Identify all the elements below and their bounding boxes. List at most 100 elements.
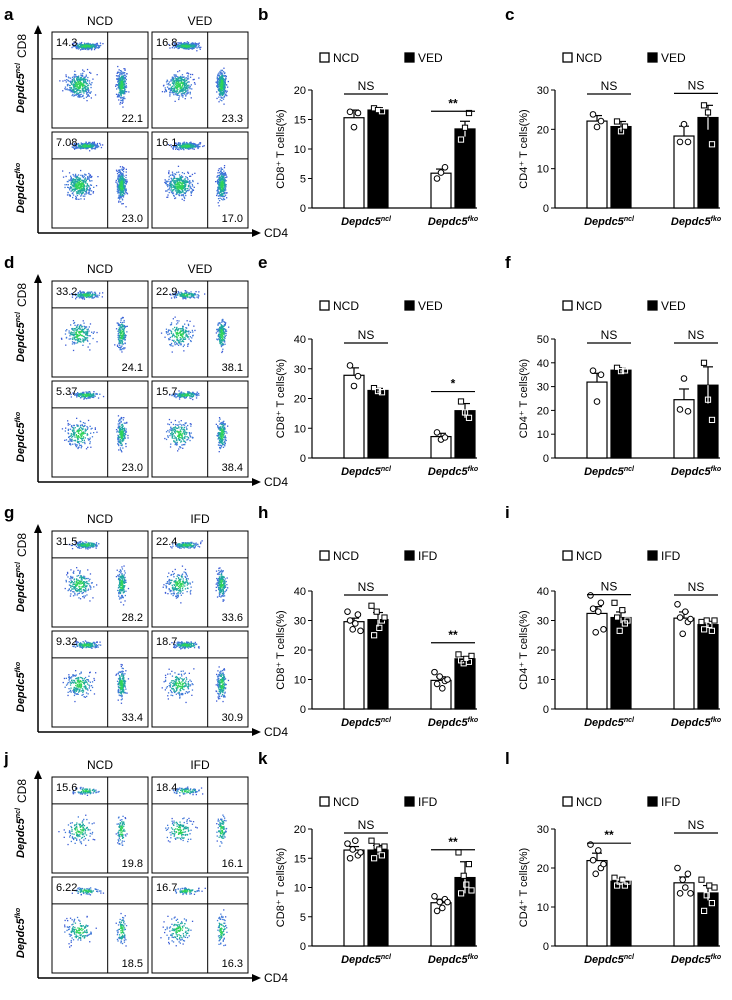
y-tick-label: 20	[294, 824, 306, 836]
data-point-circle	[354, 372, 362, 380]
flow-row-label: Depdc5fko	[15, 661, 27, 712]
panel-letter: l	[505, 749, 510, 768]
cd8-percent: 16.7	[156, 882, 177, 894]
bar	[343, 117, 365, 209]
legend-filled-swatch	[647, 550, 658, 561]
y-tick-label: 10	[537, 675, 549, 687]
data-point-square	[621, 367, 629, 374]
bar	[610, 369, 632, 459]
data-point-circle	[592, 870, 600, 878]
scatter-cells	[58, 786, 128, 846]
panel-letter: g	[4, 503, 14, 522]
data-point-square	[621, 123, 629, 130]
data-point-square	[701, 626, 708, 633]
flow-col-header: NCD	[87, 262, 113, 276]
flow-panel-d: d NCD VEDCD8CD4Depdc5nclDepdc5fko33.224.12…	[4, 253, 288, 489]
group-label: Depdc5	[671, 466, 712, 478]
group-suffix: fko	[468, 954, 479, 961]
legend-label: IFD	[418, 549, 438, 563]
y-tick-label: 30	[294, 616, 306, 628]
y-tick-label: 40	[294, 334, 306, 346]
group-label: Depdc5	[15, 817, 27, 858]
y-axis-label: CD8⁺ T cells(%)	[275, 848, 287, 927]
data-point-circle	[357, 849, 364, 856]
panel-letter: b	[258, 5, 268, 24]
group-suffix: ncl	[15, 311, 22, 322]
cd8-percent: 15.7	[156, 386, 177, 398]
group-label: Depdc5	[15, 173, 27, 214]
data-point-square	[617, 368, 625, 375]
flow-col-header: NCD	[87, 758, 113, 772]
flow-col-header: VED	[188, 262, 213, 276]
plot-frame	[151, 630, 249, 728]
data-point-circle	[676, 614, 684, 621]
plot-frame	[51, 380, 149, 478]
group-suffix: fko	[468, 466, 479, 473]
category-label: Depdc5fko	[671, 216, 722, 228]
arrow-up-icon	[34, 524, 42, 533]
significance-label: NS	[688, 328, 705, 342]
data-point-square	[381, 843, 388, 850]
data-point-square	[368, 837, 375, 844]
data-point-circle	[346, 617, 354, 624]
data-point-square	[461, 409, 469, 416]
category-label: Depdc5ncl	[341, 954, 392, 966]
y-tick-label: 20	[294, 645, 306, 657]
y-tick-label: 20	[294, 85, 306, 97]
data-point-square	[378, 389, 386, 396]
flow-plot: 15.7 38.4	[151, 380, 249, 478]
scatter-cells	[160, 290, 230, 354]
y-tick-label: 20	[294, 394, 306, 406]
data-point-circle	[589, 856, 597, 864]
data-point-square	[698, 618, 705, 626]
y-tick-label: 30	[537, 616, 549, 628]
y-tick-label: 20	[537, 124, 549, 136]
cd4-percent: 19.8	[122, 858, 143, 870]
data-point-circle	[433, 907, 441, 915]
scatter-cells	[165, 786, 228, 847]
flow-plot: 18.7 30.9	[151, 630, 249, 728]
scatter-cells	[161, 641, 230, 704]
scatter-cells	[61, 391, 129, 453]
data-point-circle	[436, 898, 444, 906]
data-point-circle	[674, 864, 681, 872]
category-label: Depdc5ncl	[584, 216, 635, 228]
flow-row-label: Depdc5ncl	[15, 807, 27, 858]
data-point-square	[465, 109, 473, 117]
flow-panel-a: a NCD VEDCD8CD4Depdc5nclDepdc5fko14.322.11…	[4, 5, 288, 240]
data-point-circle	[344, 840, 351, 847]
category-label: Depdc5fko	[428, 466, 479, 478]
data-point-square	[376, 624, 383, 631]
y-tick-label: 10	[294, 883, 306, 895]
cd4-percent: 18.5	[122, 958, 143, 970]
data-point-square	[624, 878, 631, 885]
cd4-percent: 23.0	[122, 213, 143, 225]
y-tick-label: 40	[294, 586, 306, 598]
data-point-circle	[593, 398, 601, 405]
significance-label: **	[604, 828, 614, 842]
data-point-circle	[346, 854, 354, 862]
bar	[367, 849, 389, 947]
data-point-circle	[674, 600, 681, 608]
group-label: Depdc5	[671, 954, 712, 966]
y-tick-label: 5	[300, 912, 306, 924]
plot-frame	[51, 876, 149, 974]
category-label: Depdc5fko	[428, 954, 479, 966]
legend-label: NCD	[576, 549, 602, 563]
data-point-square	[457, 136, 465, 143]
panel-letter: f	[505, 253, 511, 272]
significance-label: NS	[601, 580, 618, 594]
flow-plot: 22.4 33.6	[151, 530, 249, 628]
legend-item: IFD	[404, 549, 438, 563]
flow-col-header: NCD	[87, 512, 113, 526]
y-tick-label: 10	[294, 675, 306, 687]
category-label: Depdc5fko	[428, 216, 479, 228]
plot-frame	[51, 530, 149, 628]
y-tick-label: 0	[543, 203, 549, 215]
legend-filled-swatch	[404, 300, 415, 311]
data-point-square	[374, 106, 382, 114]
scatter-cells	[164, 141, 228, 207]
data-point-square	[706, 882, 713, 889]
arrow-up-icon	[34, 770, 42, 779]
